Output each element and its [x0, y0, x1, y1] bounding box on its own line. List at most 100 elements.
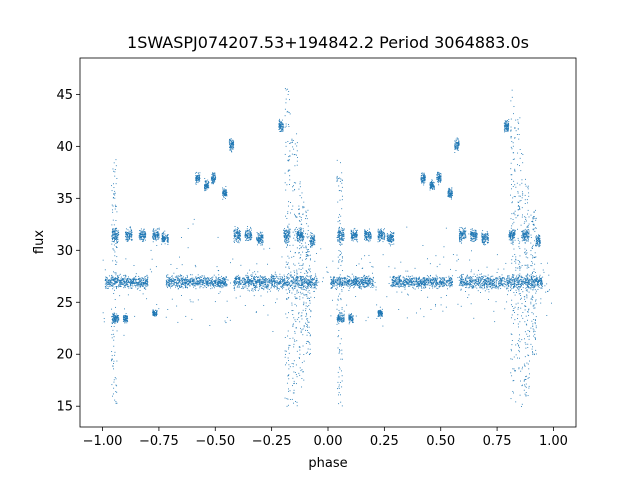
data-point: [244, 233, 246, 235]
data-point: [156, 311, 158, 313]
data-point: [226, 193, 228, 195]
data-point: [311, 245, 313, 247]
data-point: [234, 230, 236, 231]
data-point: [251, 283, 252, 285]
data-point: [109, 283, 111, 285]
data-point: [288, 287, 290, 289]
data-point: [286, 292, 288, 294]
data-point: [310, 240, 312, 242]
data-point: [251, 282, 253, 284]
data-point: [271, 281, 273, 283]
data-point: [112, 205, 114, 207]
data-point: [360, 280, 362, 282]
data-point: [346, 275, 348, 277]
data-point: [331, 284, 332, 286]
data-point: [357, 278, 359, 279]
data-point: [294, 239, 296, 241]
data-point: [201, 283, 203, 285]
data-point: [250, 279, 252, 281]
data-point: [215, 281, 217, 283]
data-point: [305, 312, 307, 314]
data-point: [144, 279, 146, 281]
data-point: [301, 318, 303, 320]
data-point: [225, 281, 226, 283]
data-point: [187, 279, 189, 280]
data-point: [314, 236, 316, 238]
data-point: [243, 283, 245, 285]
data-point: [229, 149, 231, 151]
data-point: [204, 185, 206, 187]
data-point: [257, 239, 259, 241]
data-point: [298, 233, 300, 235]
data-point: [233, 241, 235, 243]
data-point: [291, 285, 293, 286]
data-point: [296, 235, 298, 237]
data-point: [167, 234, 169, 236]
data-point: [196, 175, 198, 177]
data-point: [135, 282, 137, 284]
data-point: [286, 231, 288, 233]
data-point: [167, 237, 169, 239]
data-point: [292, 205, 294, 207]
data-point: [247, 277, 249, 279]
data-point: [287, 226, 289, 228]
data-point: [213, 177, 215, 179]
data-point: [222, 280, 224, 282]
data-point: [220, 278, 221, 280]
data-point: [234, 236, 236, 237]
data-point: [112, 314, 114, 316]
data-point: [198, 281, 199, 282]
data-point: [251, 278, 253, 279]
data-point: [257, 290, 259, 292]
data-point: [243, 279, 245, 281]
data-point: [262, 282, 264, 284]
data-point: [223, 278, 225, 280]
data-point: [215, 280, 217, 282]
data-point: [164, 241, 166, 243]
data-point: [304, 285, 305, 287]
data-point: [313, 241, 314, 243]
data-point: [296, 401, 298, 403]
data-point: [284, 240, 286, 242]
data-point: [287, 262, 289, 264]
data-point: [113, 317, 115, 319]
data-point: [290, 212, 291, 214]
data-point: [229, 140, 231, 141]
data-point: [250, 231, 251, 233]
data-point: [292, 276, 294, 278]
data-point: [200, 282, 202, 283]
data-point: [131, 281, 133, 283]
data-point: [355, 277, 357, 279]
data-point: [106, 280, 108, 282]
data-point: [316, 279, 317, 281]
data-point: [182, 283, 184, 285]
data-point: [301, 386, 303, 388]
data-point: [230, 138, 232, 140]
data-point: [195, 281, 197, 283]
data-point: [113, 286, 115, 288]
data-point: [214, 172, 216, 174]
data-point: [332, 282, 334, 284]
data-point: [187, 276, 188, 278]
data-point: [260, 281, 262, 283]
data-point: [127, 321, 129, 322]
data-point: [339, 283, 341, 285]
data-point: [292, 283, 294, 285]
data-point: [299, 232, 301, 234]
data-point: [284, 126, 286, 128]
data-point: [281, 278, 283, 280]
data-point: [112, 279, 114, 281]
data-point: [237, 234, 239, 236]
data-point: [332, 285, 334, 287]
data-point: [216, 279, 218, 281]
data-point: [252, 285, 254, 286]
data-point: [315, 288, 317, 290]
data-point: [273, 287, 275, 289]
data-point: [117, 279, 119, 281]
data-point: [279, 278, 281, 280]
data-point: [292, 337, 294, 339]
data-point: [225, 281, 227, 283]
data-point: [222, 192, 224, 194]
data-point: [287, 276, 289, 278]
data-point: [354, 279, 356, 281]
